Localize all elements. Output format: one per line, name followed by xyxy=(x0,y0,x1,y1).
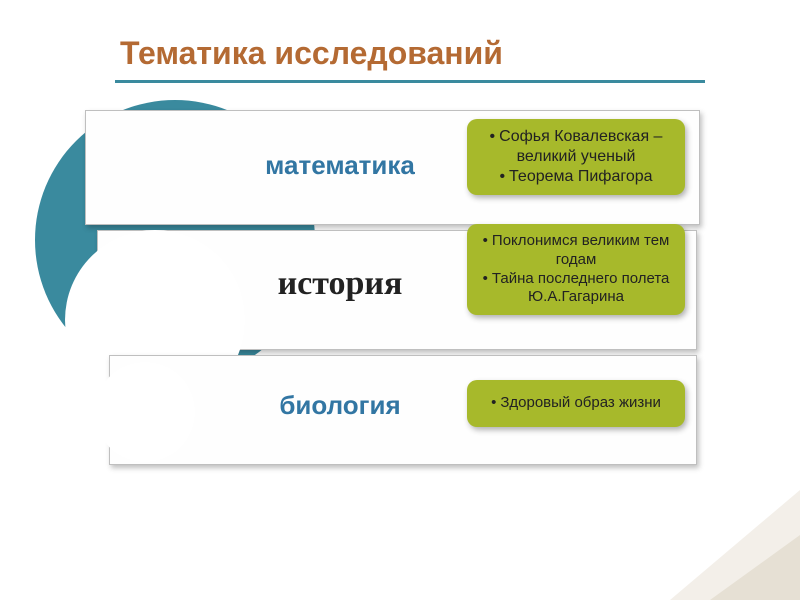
callout-bullet: Софья Ковалевская – великий ученый xyxy=(479,127,673,167)
title-underline xyxy=(115,80,705,83)
callout-biology: Здоровый образ жизни xyxy=(467,380,685,427)
subject-label-biology: биология xyxy=(235,390,445,421)
nested-circle-inner xyxy=(95,362,195,462)
callout-bullet: Поклонимся великим тем годам xyxy=(479,232,673,270)
callout-math: Софья Ковалевская – великий ученый Теоре… xyxy=(467,119,685,195)
callout-bullet: Здоровый образ жизни xyxy=(479,394,673,413)
callout-bullet: Теорема Пифагора xyxy=(479,167,673,187)
callout-bullet: Тайна последнего полета Ю.А.Гагарина xyxy=(479,270,673,308)
research-topics-diagram: математика история биология Софья Ковале… xyxy=(85,110,705,480)
subject-label-history: история xyxy=(235,265,445,303)
slide-title: Тематика исследований xyxy=(120,35,503,72)
subject-label-math: математика xyxy=(235,150,445,181)
callout-history: Поклонимся великим тем годам Тайна после… xyxy=(467,224,685,315)
